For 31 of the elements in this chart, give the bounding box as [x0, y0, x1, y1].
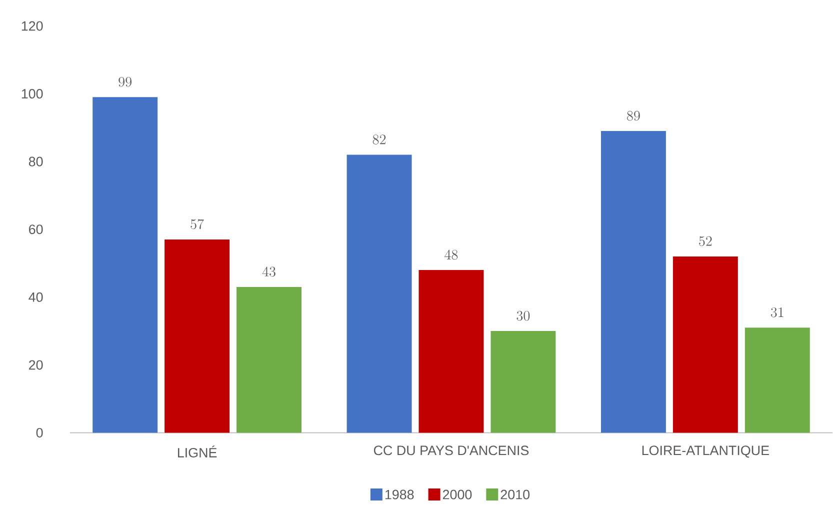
data-label: 57 — [190, 219, 204, 230]
data-label: 52 — [699, 236, 712, 246]
y-tick-label: 40 — [28, 292, 43, 302]
y-tick-label: 0 — [36, 428, 43, 438]
bar — [744, 328, 810, 433]
bar — [164, 240, 230, 433]
y-tick-label: 100 — [22, 89, 43, 99]
data-label: 82 — [372, 134, 386, 145]
bar — [490, 331, 556, 433]
bar — [236, 287, 302, 433]
x-tick-label: LOIRE-ATLANTIQUE — [642, 446, 769, 458]
x-tick-label: CC DU PAYS D'ANCENIS — [374, 446, 529, 456]
y-tick-label: 120 — [22, 21, 43, 31]
legend-label: 1988 — [385, 490, 414, 500]
bar — [600, 131, 666, 433]
legend-label: 2000 — [442, 490, 472, 500]
data-label: 30 — [516, 311, 530, 321]
bar — [672, 256, 738, 433]
y-tick-label: 60 — [29, 224, 43, 234]
data-label: 89 — [627, 111, 640, 121]
bar — [418, 270, 484, 433]
y-tick-label: 80 — [28, 156, 43, 166]
bar — [346, 154, 412, 433]
bar — [92, 97, 158, 433]
data-label: 31 — [770, 308, 784, 318]
y-tick-label: 20 — [29, 360, 43, 370]
legend-label: 2010 — [500, 490, 530, 500]
data-label: 43 — [262, 266, 276, 277]
data-label: 99 — [118, 77, 132, 87]
x-tick-label: LIGNÉ — [178, 446, 217, 458]
data-label: 48 — [444, 250, 458, 260]
